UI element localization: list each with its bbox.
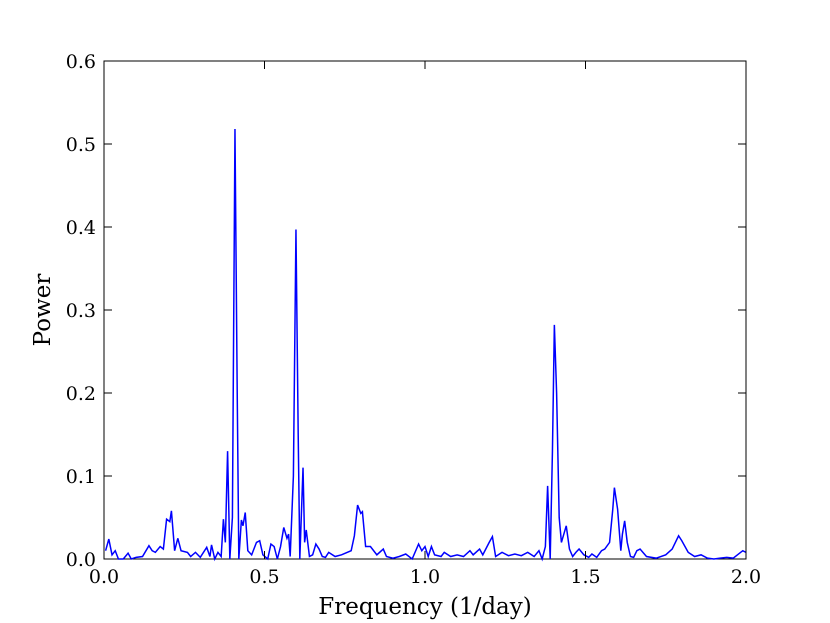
x-axis-label: Frequency (1/day) xyxy=(318,594,531,620)
y-tick-label: 0.6 xyxy=(66,51,96,73)
plot-frame xyxy=(103,60,747,560)
x-tick-label: 1.5 xyxy=(570,566,600,588)
y-tick-label: 0.4 xyxy=(66,217,96,239)
y-tick-label: 0.1 xyxy=(66,466,96,488)
x-tick-label: 1.0 xyxy=(410,566,440,588)
y-tick-label: 0.0 xyxy=(66,549,96,571)
x-tick-label: 2.0 xyxy=(731,566,761,588)
x-tick-label: 0.0 xyxy=(89,566,119,588)
y-axis-label: Power xyxy=(30,274,56,347)
x-tick-label: 0.5 xyxy=(249,566,279,588)
y-tick-label: 0.2 xyxy=(66,383,96,405)
y-tick-label: 0.3 xyxy=(66,300,96,322)
data-line xyxy=(104,129,747,562)
y-tick-label: 0.5 xyxy=(66,134,96,156)
